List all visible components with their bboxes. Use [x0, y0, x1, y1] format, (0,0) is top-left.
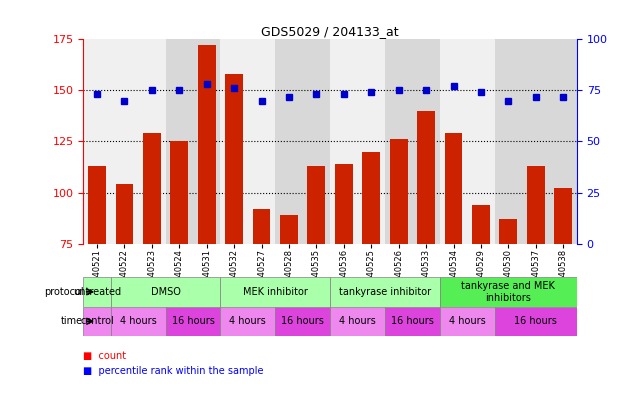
- Bar: [440, 39, 495, 244]
- Text: 4 hours: 4 hours: [120, 316, 156, 326]
- Bar: [165, 307, 221, 336]
- Bar: [275, 307, 330, 336]
- Text: time: time: [61, 316, 83, 326]
- Bar: [111, 39, 165, 244]
- Bar: [280, 215, 298, 244]
- Bar: [88, 166, 106, 244]
- Bar: [495, 39, 577, 244]
- Bar: [335, 164, 353, 244]
- Text: DMSO: DMSO: [151, 287, 181, 297]
- Bar: [362, 152, 380, 244]
- Bar: [417, 111, 435, 244]
- Bar: [554, 189, 572, 244]
- Bar: [115, 184, 133, 244]
- Bar: [221, 39, 275, 244]
- Bar: [385, 307, 440, 336]
- Text: control: control: [80, 316, 114, 326]
- Bar: [330, 277, 440, 307]
- Text: protocol: protocol: [44, 287, 83, 297]
- Bar: [165, 39, 221, 244]
- Bar: [385, 39, 440, 244]
- Text: 16 hours: 16 hours: [281, 316, 324, 326]
- Title: GDS5029 / 204133_at: GDS5029 / 204133_at: [262, 25, 399, 38]
- Bar: [330, 39, 385, 244]
- Text: 16 hours: 16 hours: [172, 316, 215, 326]
- Bar: [472, 205, 490, 244]
- Bar: [330, 307, 385, 336]
- Text: ■  count: ■ count: [83, 351, 126, 361]
- Bar: [111, 277, 221, 307]
- Text: untreated: untreated: [73, 287, 121, 297]
- Text: ■  percentile rank within the sample: ■ percentile rank within the sample: [83, 366, 264, 376]
- Text: tankyrase and MEK
inhibitors: tankyrase and MEK inhibitors: [462, 281, 555, 303]
- Bar: [198, 46, 215, 244]
- Bar: [253, 209, 271, 244]
- Bar: [308, 166, 326, 244]
- Bar: [275, 39, 330, 244]
- Text: 4 hours: 4 hours: [229, 316, 266, 326]
- Bar: [495, 307, 577, 336]
- Text: 4 hours: 4 hours: [449, 316, 486, 326]
- Text: 4 hours: 4 hours: [339, 316, 376, 326]
- Bar: [440, 307, 495, 336]
- Bar: [83, 39, 111, 244]
- Bar: [445, 133, 462, 244]
- Bar: [225, 74, 243, 244]
- Bar: [143, 133, 161, 244]
- Text: tankyrase inhibitor: tankyrase inhibitor: [339, 287, 431, 297]
- Bar: [221, 277, 330, 307]
- Bar: [221, 307, 275, 336]
- Bar: [83, 307, 111, 336]
- Bar: [83, 277, 111, 307]
- Text: 16 hours: 16 hours: [391, 316, 434, 326]
- Bar: [390, 140, 408, 244]
- Bar: [440, 277, 577, 307]
- Bar: [111, 307, 165, 336]
- Bar: [499, 219, 517, 244]
- Bar: [171, 141, 188, 244]
- Text: 16 hours: 16 hours: [514, 316, 557, 326]
- Bar: [527, 166, 545, 244]
- Text: MEK inhibitor: MEK inhibitor: [243, 287, 308, 297]
